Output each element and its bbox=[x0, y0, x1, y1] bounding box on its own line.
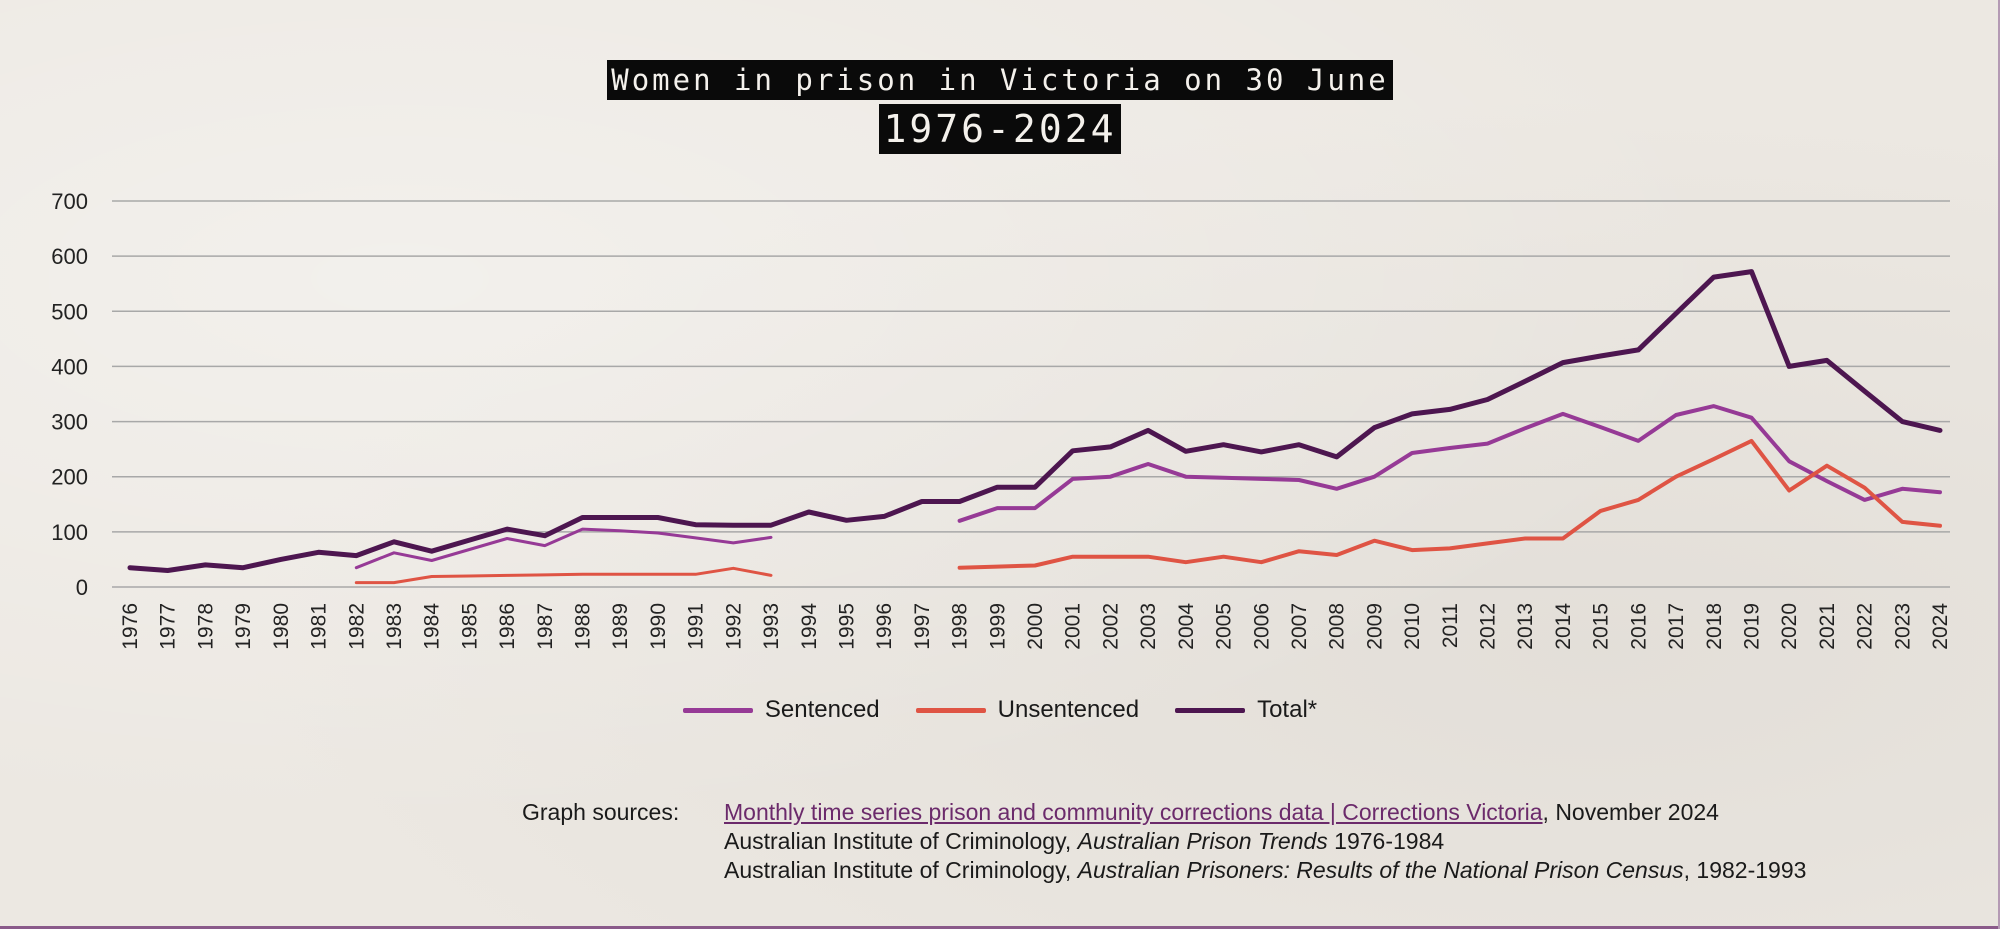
legend-label-total: Total* bbox=[1257, 696, 1318, 723]
x-tick-label: 2019 bbox=[1740, 603, 1763, 650]
legend-item-total: Total* bbox=[1175, 696, 1317, 724]
series-line-sentenced-segment-2 bbox=[957, 404, 1942, 523]
source-line-2-title: Australian Prison Trends bbox=[1077, 828, 1328, 854]
bottom-border bbox=[0, 926, 2000, 929]
x-tick-label: 2010 bbox=[1401, 603, 1424, 650]
x-tick-label: 2009 bbox=[1363, 603, 1386, 650]
source-line-3-title: Australian Prisoners: Results of the Nat… bbox=[1077, 857, 1684, 883]
x-tick-label: 2013 bbox=[1514, 603, 1537, 650]
x-tick-label: 1987 bbox=[534, 603, 557, 650]
x-tick-label: 1999 bbox=[986, 603, 1009, 650]
y-tick-label: 600 bbox=[51, 244, 88, 269]
y-tick-label: 300 bbox=[51, 410, 88, 435]
source-line-2-prefix: Australian Institute of Criminology, bbox=[724, 828, 1078, 854]
x-tick-label: 1996 bbox=[873, 603, 896, 650]
x-tick-label: 2011 bbox=[1439, 603, 1462, 648]
x-tick-label: 2005 bbox=[1213, 603, 1236, 650]
x-tick-label: 2008 bbox=[1326, 603, 1349, 650]
chart-subtitle: 1976-2024 bbox=[0, 104, 2000, 154]
x-tick-label: 1983 bbox=[383, 603, 406, 650]
source-line-3: Australian Institute of Criminology, Aus… bbox=[724, 856, 1924, 885]
y-tick-label: 700 bbox=[51, 189, 88, 214]
x-tick-label: 1990 bbox=[647, 603, 670, 650]
source-line-2-suffix: 1976-1984 bbox=[1327, 828, 1445, 854]
y-tick-label: 500 bbox=[51, 299, 88, 324]
x-tick-label: 2022 bbox=[1854, 603, 1877, 650]
chart-title-line1: Women in prison in Victoria on 30 June bbox=[607, 60, 1393, 100]
chart-title-line2: 1976-2024 bbox=[878, 104, 1122, 154]
y-tick-label: 100 bbox=[51, 520, 88, 545]
x-tick-label: 2020 bbox=[1778, 603, 1801, 650]
x-tick-label: 1988 bbox=[572, 603, 595, 650]
x-tick-label: 2012 bbox=[1477, 603, 1500, 650]
x-tick-label: 2021 bbox=[1816, 603, 1839, 650]
right-border bbox=[1998, 0, 2000, 929]
x-tick-label: 1982 bbox=[345, 603, 368, 650]
legend-swatch-total bbox=[1175, 707, 1246, 713]
sources-label: Graph sources: bbox=[522, 799, 680, 825]
legend-label-unsentenced: Unsentenced bbox=[997, 696, 1140, 723]
x-tick-label: 2014 bbox=[1552, 603, 1575, 650]
legend-swatch-unsentenced bbox=[915, 707, 986, 713]
x-tick-label: 2002 bbox=[1099, 603, 1122, 650]
x-tick-label: 1998 bbox=[949, 603, 972, 650]
y-tick-label: 400 bbox=[51, 354, 88, 379]
x-tick-label: 1991 bbox=[685, 603, 708, 650]
x-tick-label: 1980 bbox=[270, 603, 293, 650]
x-tick-label: 2023 bbox=[1891, 603, 1914, 650]
source-line-3-suffix: , 1982-1993 bbox=[1683, 857, 1807, 883]
x-tick-label: 1986 bbox=[496, 603, 519, 650]
chart-title: Women in prison in Victoria on 30 June bbox=[0, 60, 2000, 100]
x-tick-label: 1989 bbox=[609, 603, 632, 650]
corrections-victoria-link[interactable]: Monthly time series prison and community… bbox=[724, 799, 1543, 825]
source-line-1: Monthly time series prison and community… bbox=[724, 798, 1924, 827]
x-tick-label: 2000 bbox=[1024, 603, 1047, 650]
x-tick-label: 1985 bbox=[458, 603, 481, 650]
x-tick-label: 1995 bbox=[835, 603, 858, 650]
x-tick-label: 2016 bbox=[1627, 603, 1650, 650]
x-tick-label: 1984 bbox=[421, 603, 444, 650]
x-tick-label: 1981 bbox=[308, 603, 331, 650]
series-line-unsentenced-segment-1 bbox=[354, 566, 773, 585]
legend-label-sentenced: Sentenced bbox=[764, 696, 880, 723]
legend-swatch-sentenced bbox=[682, 707, 753, 713]
legend-item-unsentenced: Unsentenced bbox=[915, 696, 1140, 724]
x-tick-label: 1976 bbox=[119, 603, 142, 650]
x-tick-label: 2017 bbox=[1665, 603, 1688, 650]
x-tick-label: 1979 bbox=[232, 603, 255, 650]
y-tick-label: 200 bbox=[51, 465, 88, 490]
source-line-1-rest: , November 2024 bbox=[1542, 799, 1719, 825]
x-tick-label: 2015 bbox=[1590, 603, 1613, 650]
chart-legend: Sentenced Unsentenced Total* bbox=[0, 696, 2000, 724]
series-line-total-segment-1 bbox=[127, 269, 1943, 573]
x-tick-label: 2004 bbox=[1175, 603, 1198, 650]
source-line-3-prefix: Australian Institute of Criminology, bbox=[724, 857, 1078, 883]
x-tick-label: 2001 bbox=[1062, 603, 1085, 650]
x-tick-label: 1992 bbox=[722, 603, 745, 650]
x-tick-label: 2007 bbox=[1288, 603, 1311, 650]
x-tick-label: 1978 bbox=[194, 603, 217, 650]
x-tick-label: 1997 bbox=[911, 603, 934, 650]
x-tick-label: 2006 bbox=[1250, 603, 1273, 650]
sources-list: Monthly time series prison and community… bbox=[724, 798, 1924, 885]
series-line-unsentenced-segment-2 bbox=[957, 438, 1942, 570]
x-tick-label: 2024 bbox=[1929, 603, 1952, 650]
y-tick-label: 0 bbox=[76, 575, 88, 600]
source-line-2: Australian Institute of Criminology, Aus… bbox=[724, 827, 1924, 856]
x-tick-label: 1994 bbox=[798, 603, 821, 650]
x-tick-label: 1993 bbox=[760, 603, 783, 650]
x-tick-label: 2018 bbox=[1703, 603, 1726, 650]
x-tick-label: 2003 bbox=[1137, 603, 1160, 650]
x-tick-label: 1977 bbox=[157, 603, 180, 650]
series-line-sentenced-segment-1 bbox=[354, 527, 773, 570]
legend-item-sentenced: Sentenced bbox=[682, 696, 880, 724]
